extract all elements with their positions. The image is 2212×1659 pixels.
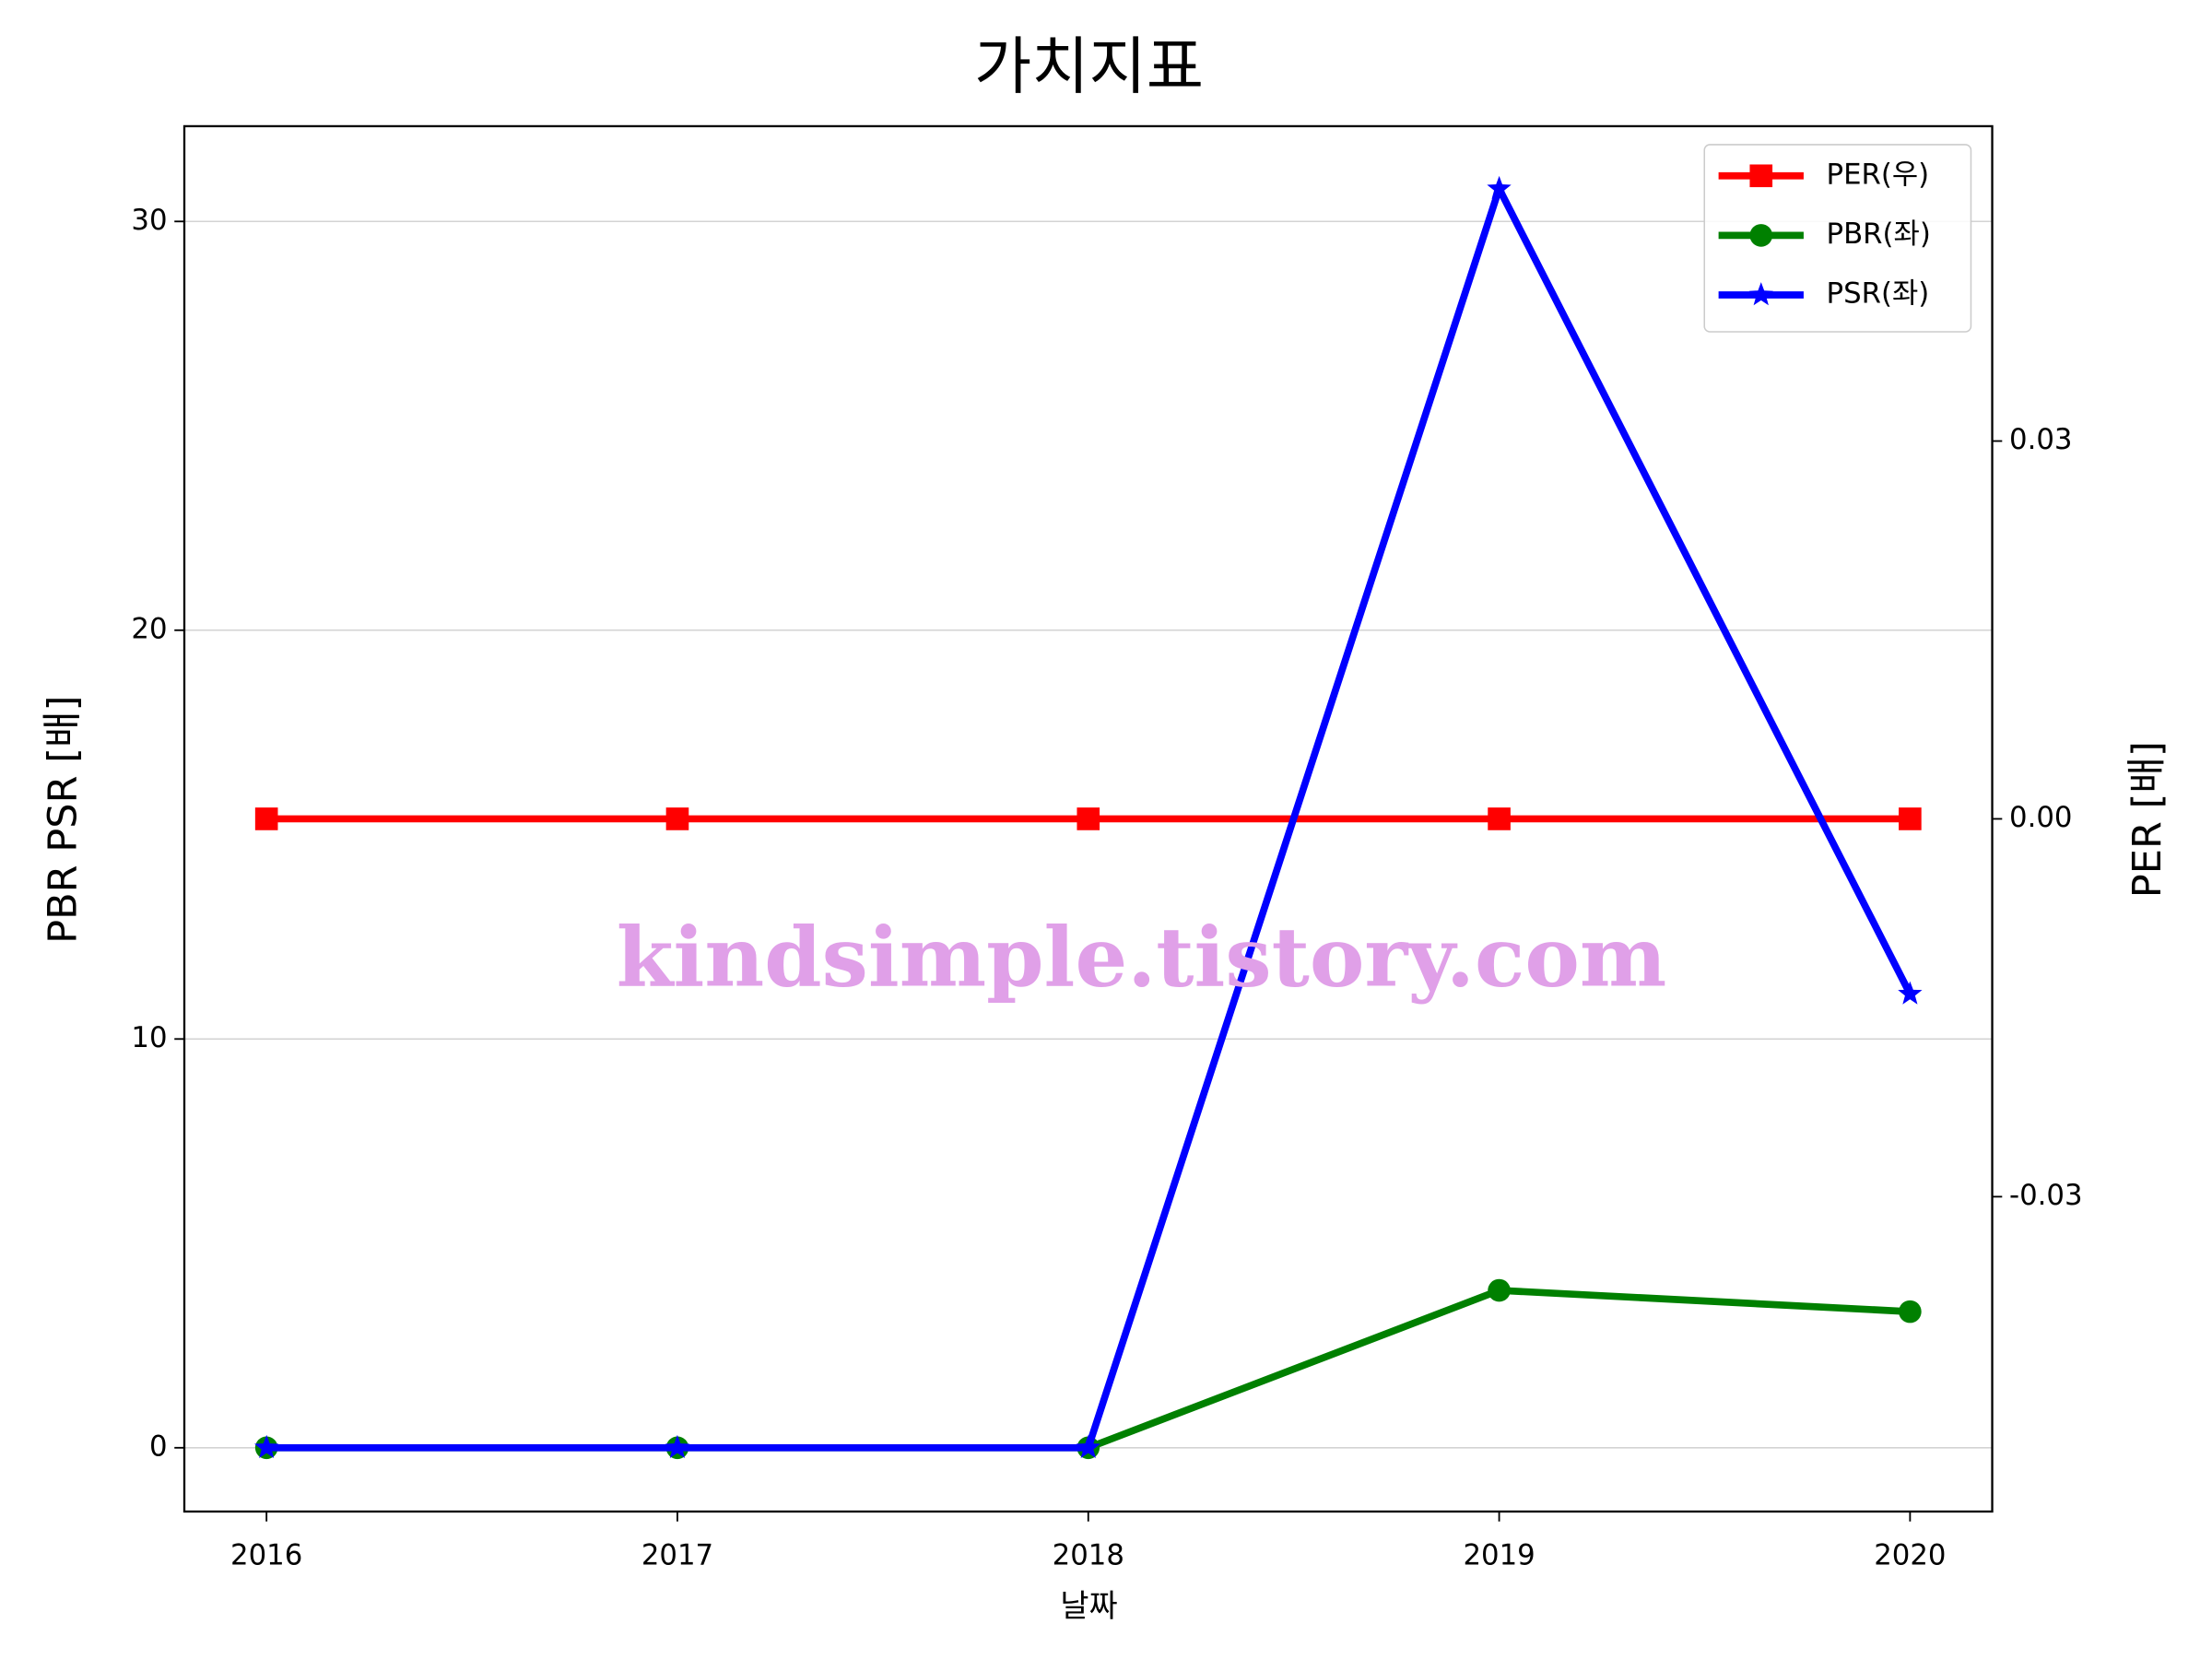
x-axis-label: 날짜 — [1060, 1588, 1117, 1624]
legend-box — [1703, 144, 1972, 333]
legend-marker — [1749, 224, 1773, 247]
y-axis-label: PBR PSR [배] — [40, 696, 86, 944]
x-tick-label: 2017 — [641, 1539, 713, 1572]
x-tick-label: 2019 — [1463, 1539, 1535, 1572]
data-point — [665, 807, 689, 830]
data-point — [254, 807, 278, 830]
data-point — [1488, 807, 1511, 830]
data-point — [1076, 1434, 1100, 1459]
y2-tick-label: 0.00 — [2009, 801, 2072, 834]
x-tick-label: 2020 — [1874, 1539, 1946, 1572]
data-point — [1898, 981, 1923, 1005]
x-tick-label: 2016 — [230, 1539, 302, 1572]
legend-marker — [1748, 282, 1773, 306]
y-tick-label: 0 — [149, 1430, 168, 1463]
y2-axis-label: PER [배] — [2124, 741, 2171, 898]
legend-label: PER(우) — [1827, 158, 1930, 191]
legend-label: PSR(좌) — [1827, 277, 1930, 311]
y-tick-label: 10 — [131, 1021, 167, 1054]
data-point — [1899, 807, 1922, 830]
series-line — [266, 1287, 1911, 1452]
legend-marker — [1749, 164, 1773, 188]
legend-label: PBR(좌) — [1827, 218, 1931, 251]
x-tick-label: 2018 — [1053, 1539, 1124, 1572]
data-point — [1488, 1278, 1511, 1302]
data-point — [1487, 175, 1512, 199]
y-tick-label: 20 — [131, 612, 167, 645]
data-point — [665, 1434, 690, 1459]
watermark: kindsimple.tistory.com — [617, 910, 1667, 1006]
y2-tick-label: -0.03 — [2009, 1179, 2083, 1212]
y2-tick-label: 0.03 — [2009, 423, 2072, 456]
data-point — [1899, 1300, 1922, 1324]
chart-title: 가치지표 — [974, 29, 1204, 102]
data-point — [254, 1434, 279, 1459]
y-tick-label: 30 — [131, 204, 167, 237]
data-point — [1077, 807, 1100, 830]
plot-frame — [182, 124, 1994, 1513]
